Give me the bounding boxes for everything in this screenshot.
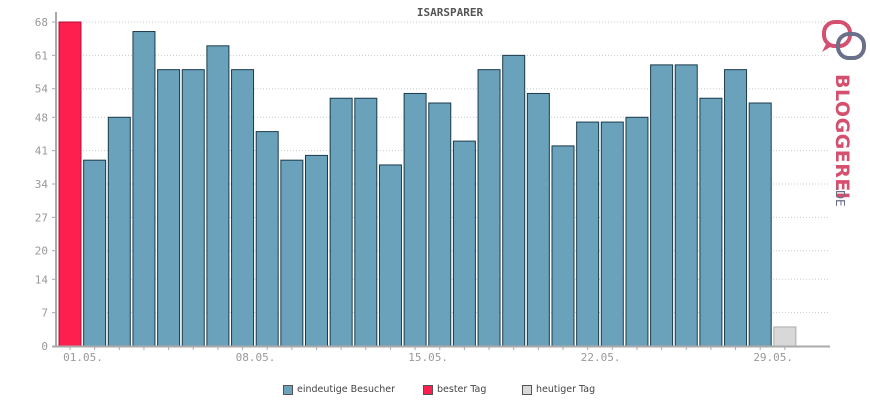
bar-day-23[interactable] [600, 121, 624, 347]
bar-day-16[interactable] [428, 102, 452, 347]
bar-day-18[interactable] [477, 69, 501, 347]
y-tick-label-7: 7 [41, 307, 48, 320]
bar-day-13[interactable] [354, 97, 378, 347]
bar-day-9[interactable] [255, 131, 279, 347]
chart-title: ISARSPARER [416, 6, 484, 19]
bar-day-12[interactable] [329, 97, 353, 347]
legend-swatch-best [423, 384, 433, 395]
bar-day-1[interactable] [58, 21, 82, 347]
bar-day-21[interactable] [551, 145, 575, 347]
bar-day-28[interactable] [724, 69, 748, 347]
logo-text-main: BLOGGEREI [831, 74, 853, 199]
y-tick-label-0: 0 [41, 340, 48, 353]
bar-day-27[interactable] [699, 97, 723, 347]
bar-day-3[interactable] [107, 116, 131, 347]
y-tick-label-68: 68 [35, 16, 48, 29]
logo-text-suffix: .DE [833, 186, 847, 207]
bar-day-20[interactable] [526, 92, 550, 347]
chart-legend: eindeutige Besucher bester Tag heutiger … [0, 384, 870, 400]
y-tick-label-61: 61 [35, 49, 48, 62]
legend-swatch-today [522, 384, 532, 395]
bar-day-10[interactable] [280, 159, 304, 347]
bars [58, 21, 797, 347]
x-tick-label-1: 01.05. [63, 351, 103, 364]
bar-day-8[interactable] [231, 69, 255, 347]
bar-day-5[interactable] [157, 69, 181, 347]
y-tick-label-20: 20 [35, 245, 48, 258]
bloggerei-logo[interactable]: BLOGGEREI .DE [812, 16, 870, 216]
legend-item-today: heutiger Tag [522, 384, 595, 395]
legend-label-visitors: eindeutige Besucher [297, 384, 395, 395]
bar-day-19[interactable] [502, 54, 526, 347]
y-tick-label-34: 34 [35, 178, 49, 191]
legend-item-visitors: eindeutige Besucher [283, 384, 395, 395]
legend-label-today: heutiger Tag [536, 384, 596, 395]
logo-mark-icon [822, 20, 866, 60]
bar-day-7[interactable] [206, 45, 230, 347]
bar-day-24[interactable] [625, 116, 649, 347]
bar-day-2[interactable] [83, 159, 107, 347]
legend-item-best: bester Tag [423, 384, 486, 395]
x-tick-label-8: 08.05. [236, 351, 276, 364]
y-tick-label-54: 54 [35, 83, 49, 96]
bar-day-14[interactable] [378, 164, 402, 347]
x-tick-label-22: 22.05. [581, 351, 621, 364]
bar-day-11[interactable] [305, 154, 328, 347]
bar-day-17[interactable] [452, 140, 476, 347]
x-tick-label-15: 15.05. [408, 351, 448, 364]
bar-day-22[interactable] [576, 121, 600, 347]
bar-day-29[interactable] [748, 102, 772, 347]
bar-day-15[interactable] [403, 92, 427, 347]
bar-day-25[interactable] [650, 64, 674, 347]
x-tick-label-29: 29.05. [753, 351, 793, 364]
bar-day-6[interactable] [181, 69, 205, 347]
bar-day-30[interactable] [773, 326, 797, 347]
bar-day-4[interactable] [132, 31, 156, 347]
y-tick-label-41: 41 [35, 145, 48, 158]
tick-labels: 0 7 14 20 27 34 41 48 54 61 68 01.05. 08.05. 15.05. 22… [35, 16, 793, 364]
legend-swatch-visitors [283, 384, 293, 395]
legend-label-best: bester Tag [437, 384, 487, 395]
y-tick-label-48: 48 [35, 111, 48, 124]
y-tick-label-14: 14 [35, 273, 49, 286]
y-tick-label-27: 27 [35, 211, 48, 224]
axes [52, 12, 830, 350]
bar-day-26[interactable] [674, 64, 698, 347]
